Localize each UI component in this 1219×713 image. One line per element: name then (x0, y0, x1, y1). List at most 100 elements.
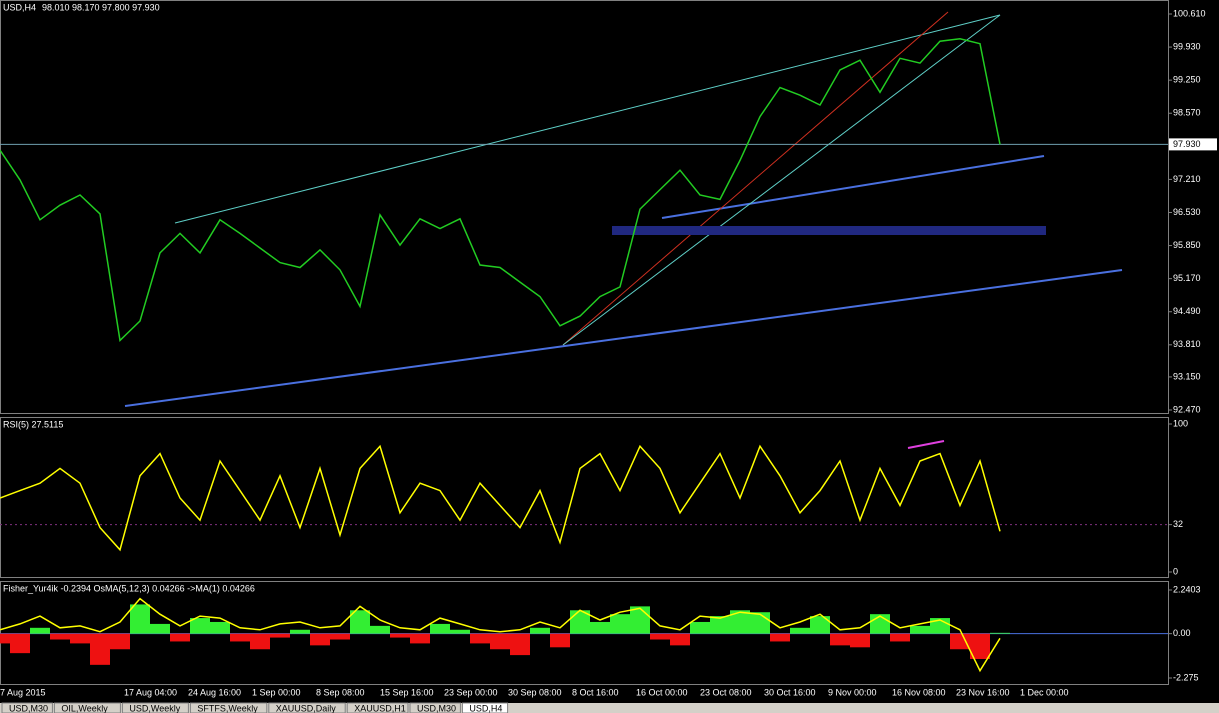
osma-bar (970, 633, 990, 659)
osma-bar (310, 633, 330, 646)
osma-bar (30, 627, 50, 634)
current-price-box (1169, 138, 1217, 151)
osma-bar (770, 633, 790, 642)
osma-bar (590, 621, 610, 634)
tab[interactable] (53, 702, 121, 713)
y-tick-label: 95.170 (1173, 273, 1201, 283)
osma-bar (410, 633, 430, 644)
tab[interactable] (189, 702, 268, 713)
osma-bar (810, 616, 830, 634)
x-tick-label: 30 Sep 08:00 (508, 687, 562, 697)
quote: 98.010 98.170 97.800 97.930 (42, 2, 160, 12)
tab-label[interactable]: USD,M30 (417, 703, 456, 713)
x-tick-label: 1 Sep 00:00 (252, 687, 301, 697)
y-tick-label: -2.275 (1173, 672, 1199, 682)
osma-bar (10, 633, 30, 654)
y-tick-label: 100 (1173, 418, 1188, 428)
fisher-panel (0, 581, 1169, 685)
osma-bar (50, 633, 70, 640)
osma-bar (90, 633, 110, 665)
current-price-label: 97.930 (1173, 139, 1201, 149)
divergence-line (907, 440, 945, 449)
osma-bar (990, 632, 1010, 634)
osma-bar (230, 633, 250, 642)
y-tick-label: 99.250 (1173, 75, 1201, 85)
y-tick-label: 97.210 (1173, 174, 1201, 184)
tab-label[interactable]: SFTFS,Weekly (197, 703, 258, 713)
symbol: USD,H4 (3, 2, 36, 12)
fisher-label: Fisher_Yur4ik -0.2394 OsMA(5,12,3) 0.042… (3, 583, 255, 593)
tab-label[interactable]: USD,H4 (469, 703, 502, 713)
tab[interactable] (268, 702, 346, 713)
osma-bar (470, 633, 490, 644)
osma-bar (830, 633, 850, 646)
tab-label[interactable]: XAUUSD,Daily (276, 703, 337, 713)
tab[interactable] (1, 702, 53, 713)
y-tick-label: 99.930 (1173, 41, 1201, 51)
osma-bar (750, 612, 770, 634)
x-tick-label: 23 Oct 08:00 (700, 687, 752, 697)
trend-line (661, 155, 1045, 219)
y-tick-label: 0 (1173, 566, 1178, 576)
osma-bar (530, 627, 550, 634)
osma-bar (790, 627, 810, 634)
trend-lines (124, 11, 1123, 449)
x-tick-label: 8 Oct 16:00 (572, 687, 619, 697)
y-tick-label: 32 (1173, 519, 1183, 529)
y-tick-label: 93.810 (1173, 339, 1201, 349)
price-line (0, 38, 1001, 342)
osma-bar (270, 633, 290, 638)
osma-bar (170, 633, 190, 642)
osma-bar (430, 623, 450, 634)
tab[interactable] (409, 702, 461, 713)
osma-bar (290, 629, 310, 634)
y-tick-label: 100.610 (1173, 8, 1206, 18)
osma-bar (690, 621, 710, 634)
y-tick-label: 94.490 (1173, 306, 1201, 316)
osma-bar (570, 610, 590, 634)
trend-line (124, 269, 1123, 407)
x-tick-label: 7 Aug 2015 (0, 687, 46, 697)
tab-label[interactable]: OIL,Weekly (61, 703, 108, 713)
osma-bar (490, 633, 510, 650)
y-tick-label: 93.150 (1173, 371, 1201, 381)
osma-bar (390, 633, 410, 638)
rsi-label: RSI(5) 27.5115 (3, 419, 63, 429)
osma-bar (130, 604, 150, 634)
osma-bar (610, 614, 630, 634)
osma-bar (150, 623, 170, 634)
x-tick-label: 16 Oct 00:00 (636, 687, 688, 697)
tab-label[interactable]: USD,M30 (9, 703, 48, 713)
fisher-line (0, 597, 1001, 673)
osma-bar (730, 610, 750, 634)
tab-bar (0, 703, 1219, 713)
osma-bar (450, 629, 470, 634)
tab-label[interactable]: USD,Weekly (129, 703, 180, 713)
osma-bar (110, 633, 130, 650)
tab-label[interactable]: XAUUSD,H1 (354, 703, 406, 713)
x-tick-label: 30 Oct 16:00 (764, 687, 816, 697)
osma-bar (70, 633, 90, 644)
x-tick-label: 8 Sep 08:00 (316, 687, 365, 697)
x-tick-label: 23 Sep 00:00 (444, 687, 498, 697)
osma-bar (550, 633, 570, 648)
tab[interactable] (461, 702, 509, 713)
tab[interactable] (121, 702, 189, 713)
osma-bar (190, 618, 210, 634)
x-tick-label: 17 Aug 04:00 (124, 687, 177, 697)
rsi-line (0, 444, 1001, 552)
osma-bar (910, 625, 930, 634)
y-tick-label: 2.2403 (1173, 584, 1201, 594)
osma-bar (890, 633, 910, 642)
osma-bar (510, 633, 530, 656)
osma-bar (870, 614, 890, 634)
x-tick-label: 16 Nov 08:00 (892, 687, 946, 697)
y-tick-label: 98.570 (1173, 108, 1201, 118)
tab[interactable] (346, 702, 409, 713)
trend-line (174, 14, 1001, 224)
trend-line (562, 14, 1001, 346)
osma-bar (0, 633, 10, 644)
x-tick-label: 23 Nov 16:00 (956, 687, 1010, 697)
support-zone (612, 226, 1046, 235)
